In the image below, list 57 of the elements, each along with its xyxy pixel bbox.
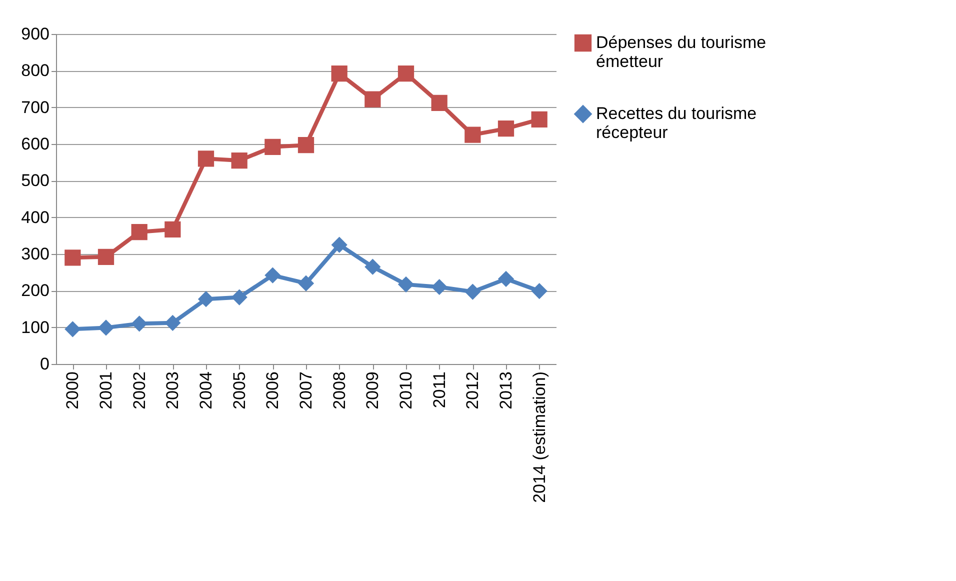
x-tick-label: 2013 bbox=[496, 372, 516, 410]
y-tick-label: 400 bbox=[21, 208, 50, 227]
point bbox=[298, 137, 314, 154]
y-tick-label: 500 bbox=[21, 171, 50, 190]
point bbox=[264, 138, 281, 155]
y-tick-label: 600 bbox=[21, 134, 50, 154]
point bbox=[131, 316, 148, 332]
legend-label: Recettes du tourisme récepteur bbox=[596, 104, 757, 142]
y-tick-label: 100 bbox=[21, 318, 50, 337]
x-tick-label: 2005 bbox=[230, 372, 249, 410]
point bbox=[164, 314, 181, 331]
point bbox=[331, 66, 348, 82]
point bbox=[64, 250, 81, 266]
point bbox=[98, 248, 114, 265]
x-tick-label: 2000 bbox=[63, 372, 82, 410]
y-tick-label: 0 bbox=[40, 354, 50, 374]
point bbox=[231, 289, 248, 306]
point bbox=[64, 321, 81, 338]
point bbox=[431, 278, 448, 296]
point bbox=[264, 267, 281, 284]
point bbox=[464, 284, 481, 300]
point bbox=[498, 270, 514, 287]
point bbox=[531, 111, 548, 128]
point bbox=[231, 152, 248, 169]
x-tick-label: 2010 bbox=[396, 372, 416, 410]
point bbox=[198, 150, 214, 167]
x-tick-label: 2006 bbox=[263, 372, 282, 410]
y-tick-label: 900 bbox=[21, 24, 50, 44]
point bbox=[298, 275, 314, 292]
y-tick-label: 800 bbox=[21, 61, 50, 80]
x-tick-label: 2003 bbox=[163, 372, 182, 410]
x-tick-label: 2004 bbox=[196, 372, 216, 410]
y-tick-label: 700 bbox=[21, 98, 50, 117]
point bbox=[431, 94, 448, 111]
x-tick-label: 2007 bbox=[296, 372, 316, 410]
point bbox=[531, 282, 548, 300]
point bbox=[198, 291, 214, 308]
x-tick-label: 2011 bbox=[430, 372, 449, 408]
y-tick-label: 200 bbox=[21, 281, 50, 300]
legend-label: Dépenses du tourisme émetteur bbox=[596, 33, 766, 71]
x-tick-label: 2009 bbox=[363, 372, 382, 410]
point bbox=[364, 258, 381, 275]
point bbox=[164, 221, 181, 238]
x-tick-label: 2008 bbox=[330, 372, 349, 410]
point bbox=[398, 276, 414, 292]
y-tick-label: 300 bbox=[21, 244, 50, 264]
point bbox=[498, 120, 514, 137]
x-tick-label: 2001 bbox=[96, 372, 116, 410]
point bbox=[98, 320, 114, 336]
point bbox=[131, 224, 148, 240]
point bbox=[364, 91, 381, 108]
point bbox=[464, 126, 481, 143]
point bbox=[331, 236, 348, 253]
x-tick-label: 2012 bbox=[463, 372, 482, 410]
point bbox=[398, 66, 414, 82]
x-tick-label: 2002 bbox=[130, 372, 149, 410]
x-tick-label: 2014 (estimation) bbox=[530, 372, 549, 503]
